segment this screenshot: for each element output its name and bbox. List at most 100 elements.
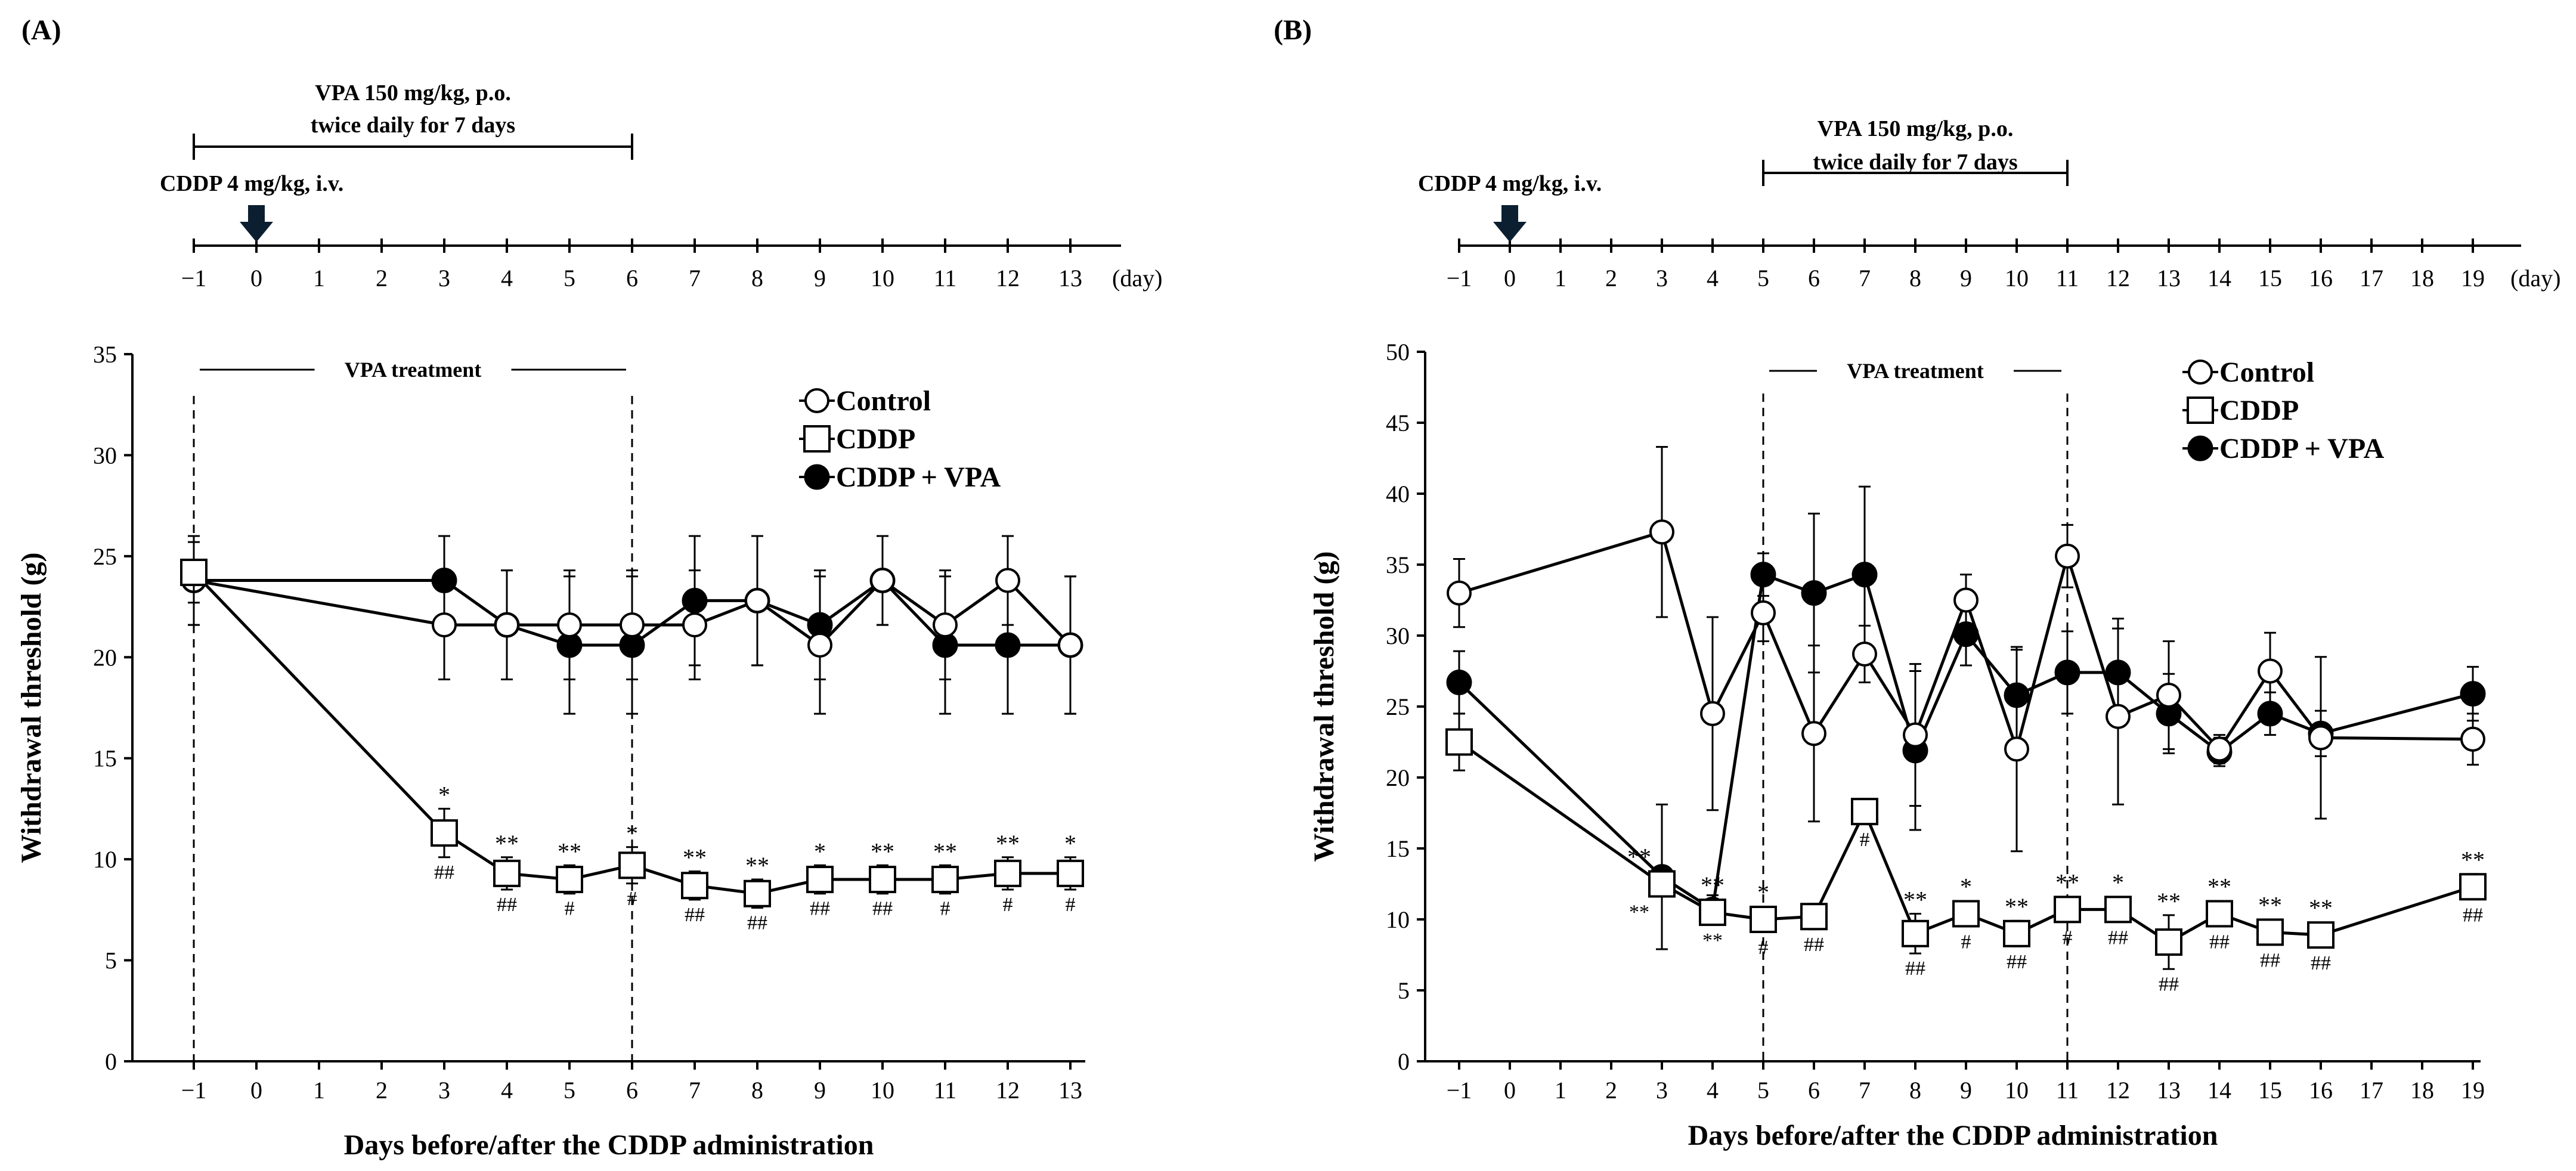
panel-a: (A)−1 0 1 2 3 4 5 6 7 8 9 10 11 12 13 (day)VPA 150 mg/k… [16,14,1162,1161]
timeline-tick-label: 17 [2360,265,2383,292]
data-point [745,588,770,614]
data-point [2460,681,2486,707]
x-axis-title: Days before/after the CDDP administratio… [1688,1120,2218,1151]
panel-b: (B)−1 0 1 2 3 4 5 6 7 8 9 10 11 12 13 14 15 16 17 18 19 (day)… [1274,14,2560,1151]
x-tick-label: 1 [313,1077,325,1104]
x-tick-label: 11 [934,1077,957,1104]
data-point [1801,721,1826,746]
significance-hash: ** [1702,930,1723,952]
significance-hash: ## [2007,951,2027,973]
timeline-tick-label: −1 [1447,265,1472,292]
data-point [2206,900,2233,928]
data-point [1852,562,1878,588]
significance-star: ** [683,844,707,870]
vpa-regimen-text: twice daily for 7 days [311,113,515,138]
legend-label: CDDP [2219,395,2299,426]
series-line [1458,741,2473,944]
data-point [1751,600,1776,625]
significance-hash: # [1860,829,1870,851]
data-point [2258,658,2283,684]
significance-star: ** [2055,869,2079,896]
data-point [2055,543,2080,569]
x-tick-label: 5 [564,1077,575,1104]
significance-hash: ## [685,904,705,926]
timeline-tick-label: 6 [1808,265,1820,292]
timeline-tick-label: 0 [1504,265,1516,292]
significance-star: ** [996,830,1020,857]
legend-marker [2187,435,2213,461]
timeline-tick-label: 10 [871,265,894,292]
series-line [1458,572,2473,912]
significance-star: ** [2309,894,2333,921]
data-point [931,866,959,894]
data-point [618,851,646,879]
data-point [1750,906,1777,933]
x-tick-label: 8 [751,1077,763,1104]
y-tick-label: 0 [105,1048,117,1075]
timeline-tick-label: 5 [564,265,575,292]
x-tick-label: 5 [1757,1077,1769,1104]
vpa-regimen-text: VPA 150 mg/kg, p.o. [1818,116,2014,141]
data-point [556,866,583,894]
series-control [181,535,1083,715]
legend-marker [804,464,830,490]
y-tick-label: 30 [93,442,117,469]
y-tick-label: 0 [1398,1048,1410,1075]
data-point [1851,798,1878,826]
x-tick-label: 13 [2157,1077,2181,1104]
significance-hash: ## [872,898,893,920]
x-tick-label: 0 [1504,1077,1516,1104]
legend-label: CDDP + VPA [836,461,1001,493]
x-axis-title: Days before/after the CDDP administratio… [344,1129,874,1161]
significance-star: ** [1701,872,1724,899]
significance-hash: ## [2463,904,2483,926]
y-tick-label: 25 [93,543,117,570]
significance-hash: # [1003,894,1013,916]
data-point [2003,919,2030,947]
timeline-tick-label: 3 [438,265,450,292]
timeline-tick-label: 13 [2157,265,2181,292]
timeline-tick-label: 9 [814,265,826,292]
y-tick-label: 5 [105,947,117,974]
significance-hash: ## [1905,958,1925,980]
significance-hash: ## [2260,949,2280,971]
data-point [180,558,208,586]
legend-label: CDDP + VPA [2219,433,2385,464]
significance-hash: # [1758,937,1769,959]
data-point [1057,859,1084,887]
data-point [1902,919,1929,947]
y-tick-label: 35 [1386,552,1410,578]
timeline-tick-label: 12 [2106,265,2130,292]
x-tick-label: 3 [1656,1077,1668,1104]
cddp-dose-text: CDDP 4 mg/kg, i.v. [160,171,343,196]
data-point [557,612,582,638]
significance-hash: ## [810,898,830,920]
data-point [432,612,457,638]
x-tick-label: 4 [501,1077,513,1104]
x-tick-label: 12 [2106,1077,2130,1104]
significance-star: ** [2157,888,2181,915]
significance-hash: ## [434,862,454,884]
x-tick-label: −1 [1447,1077,1472,1104]
significance-hash: # [1961,931,1971,953]
data-point [2459,873,2487,901]
timeline-tick-label: −1 [181,265,207,292]
x-tick-label: −1 [181,1077,207,1104]
legend-label: CDDP [836,423,915,455]
data-point [1801,580,1827,606]
x-tick-label: 4 [1707,1077,1719,1104]
series-line [1459,530,2473,755]
y-tick-label: 25 [1386,693,1410,720]
significance-hash: # [565,898,575,920]
x-tick-label: 9 [1960,1077,1972,1104]
y-tick-label: 5 [1398,977,1410,1004]
legend-marker [804,388,829,413]
timeline-tick-label: 11 [2056,265,2079,292]
significance-hash: # [940,898,950,920]
significance-hash: ## [2311,952,2331,974]
significance-star: * [814,838,826,865]
significance-star: ** [745,852,769,879]
data-point [2104,896,2132,924]
data-point [744,879,771,907]
x-tick-label: 14 [2207,1077,2231,1104]
